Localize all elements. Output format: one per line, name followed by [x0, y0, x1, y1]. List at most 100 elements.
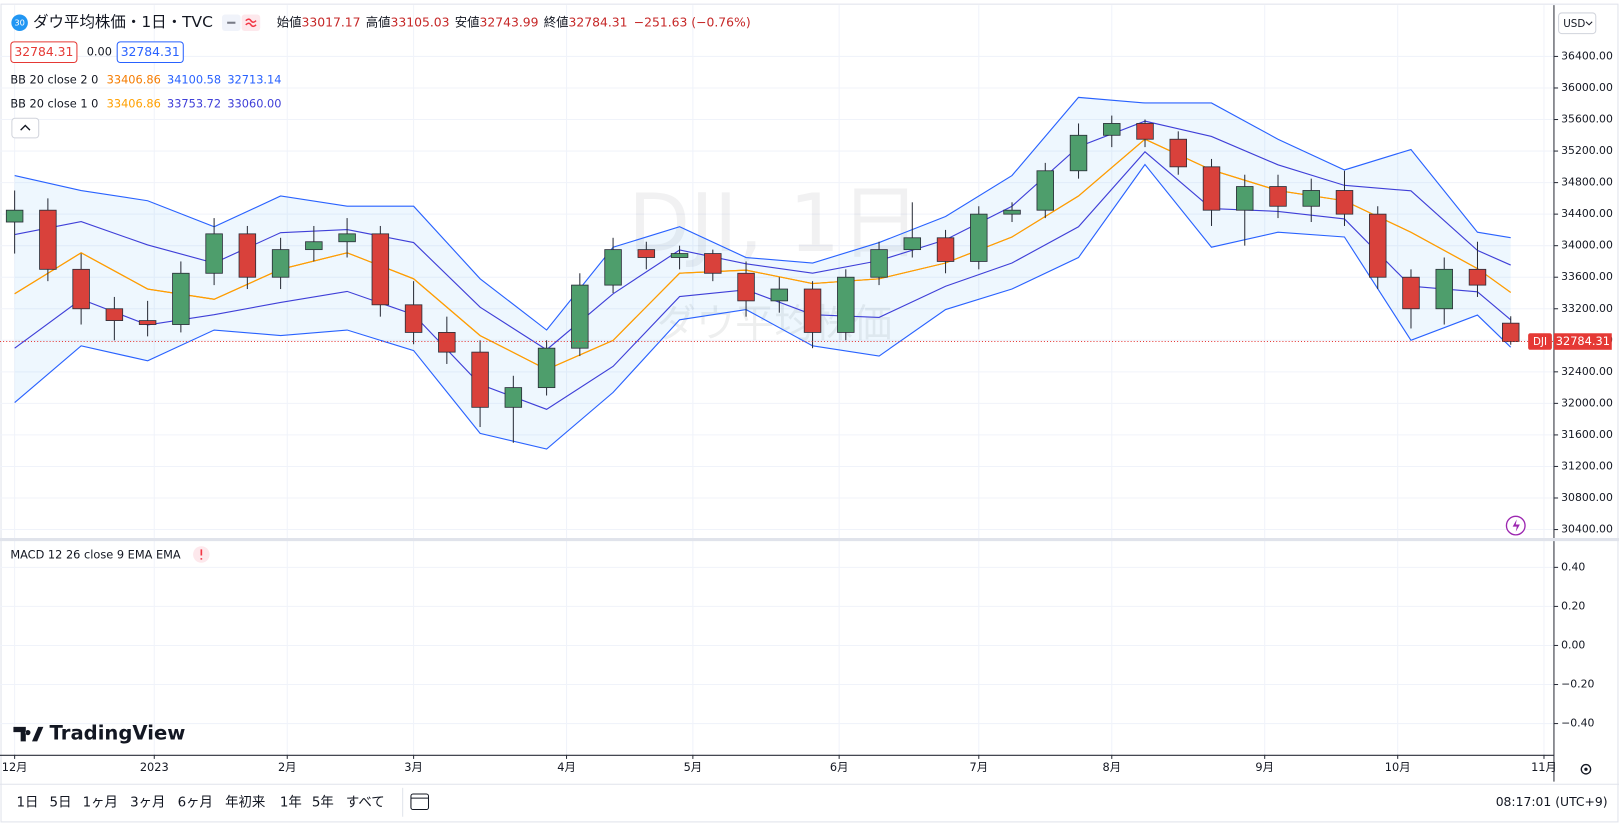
candle-body — [438, 332, 456, 353]
y-tick-label: 32400.00 — [1561, 365, 1613, 378]
buy-price-box[interactable] — [116, 41, 184, 64]
date-range-button[interactable] — [410, 793, 430, 811]
bb1-basis-value: 33406.86 — [107, 96, 161, 110]
open-value: 33017.17 — [301, 14, 360, 29]
collapse-button[interactable] — [11, 117, 40, 139]
compare-button[interactable] — [241, 14, 261, 31]
open-label: 始値 — [277, 14, 302, 29]
toolbar: 1日 5日 1ヶ月 3ヶ月 6ヶ月 年初来 1年 5年 すべて — [17, 794, 385, 810]
candle-body — [670, 253, 689, 258]
last-price-box — [1553, 333, 1612, 350]
y-tick-label: 30400.00 — [1561, 523, 1613, 536]
bb1-name[interactable]: BB 20 close 1 0 — [10, 96, 98, 110]
bb2-name[interactable]: BB 20 close 2 0 — [10, 73, 98, 87]
x-tick-label: 12月 — [2, 760, 28, 774]
sell-price[interactable]: 32784.31 — [14, 44, 73, 59]
range-button[interactable]: すべて — [346, 794, 385, 810]
x-tick-label: 5月 — [684, 760, 703, 774]
candle-body — [1335, 190, 1354, 215]
high-label: 高値 — [366, 14, 391, 29]
candle-body — [471, 351, 489, 408]
candle-body — [1202, 166, 1221, 211]
logo-text: TradingView — [50, 722, 186, 745]
grid — [0, 5, 1554, 755]
candle-body — [1003, 209, 1021, 215]
range-button[interactable]: 年初来 — [225, 794, 265, 810]
y-tick-label: 0.00 — [1561, 638, 1585, 651]
x-tick-label: 3月 — [404, 760, 423, 774]
y-tick-label: 36400.00 — [1561, 49, 1613, 62]
y-tick-label: 31600.00 — [1561, 428, 1613, 441]
x-tick-label: 2023 — [140, 760, 169, 774]
range-button[interactable]: 1日 — [17, 795, 39, 810]
settings-icon — [1584, 767, 1588, 771]
last-price-label: 32784.31 — [1556, 334, 1610, 348]
x-tick-label: 11月 — [1531, 760, 1557, 774]
candle-body — [1269, 186, 1287, 207]
candle-body — [1169, 138, 1187, 168]
y-tick-label: 33600.00 — [1561, 270, 1613, 283]
candle-body — [737, 272, 755, 302]
candle-body — [138, 320, 157, 325]
y-tick-label: 0.20 — [1561, 599, 1585, 612]
bb2-lower-value: 32713.14 — [227, 73, 281, 87]
bb2-basis-value: 33406.86 — [107, 73, 161, 87]
candle-body — [39, 209, 57, 270]
ticker-label: DJI — [1533, 336, 1547, 348]
collapse-icon — [20, 124, 31, 131]
bb2-upper-value: 34100.58 — [167, 73, 221, 87]
y-tick-label: −0.20 — [1561, 678, 1594, 691]
candle-body — [1236, 186, 1254, 211]
candle-body — [837, 276, 855, 333]
candle-body — [903, 237, 922, 251]
frame — [0, 3, 1619, 823]
candle-body — [537, 347, 556, 389]
candle-body — [72, 268, 90, 310]
range-button[interactable]: 1ヶ月 — [83, 795, 118, 810]
candle-body — [504, 387, 523, 408]
low-label: 安値 — [455, 14, 480, 29]
high-value: 33105.03 — [390, 14, 449, 29]
bb1-lower-value: 33060.00 — [227, 96, 281, 110]
candle-body — [936, 237, 955, 262]
candle-body — [371, 233, 390, 306]
clock[interactable]: 08:17:01 (UTC+9) — [1496, 794, 1608, 809]
x-tick-label: 10月 — [1385, 760, 1411, 774]
candle-body — [404, 304, 423, 333]
x-tick-label: 8月 — [1102, 760, 1121, 774]
candle-body — [1502, 322, 1520, 342]
y-tick-label: −0.40 — [1561, 717, 1594, 730]
buy-price[interactable]: 32784.31 — [121, 44, 180, 59]
candle-body — [338, 233, 356, 243]
candle-body — [870, 249, 888, 278]
ticker-box — [1528, 333, 1552, 350]
close-label: 終値 — [544, 14, 569, 29]
candle-body — [305, 241, 323, 251]
symbol-title[interactable]: ダウ平均株価・1日・TVC — [33, 13, 213, 31]
settings-button[interactable] — [1580, 763, 1592, 775]
range-button[interactable]: 6ヶ月 — [178, 795, 213, 810]
candle-body — [803, 288, 822, 333]
band-upper-line — [14, 96, 1511, 331]
ohlc-legend: 始値33017.17 高値33105.03 安値32743.99 終値32784.31… — [277, 14, 751, 29]
low-value: 32743.99 — [479, 14, 538, 29]
y-tick-label: 35600.00 — [1561, 113, 1613, 126]
candle-body — [637, 249, 656, 258]
range-button[interactable]: 5年 — [312, 794, 334, 810]
candle-body — [1103, 123, 1121, 136]
range-button[interactable]: 1年 — [280, 794, 302, 810]
range-button[interactable]: 3ヶ月 — [130, 795, 165, 810]
range-button[interactable]: 5日 — [50, 795, 72, 810]
currency[interactable]: USD — [1563, 18, 1585, 30]
candle-body — [1302, 190, 1320, 207]
candle-body — [1136, 123, 1154, 140]
compare-icon — [245, 18, 257, 28]
candle-body — [172, 272, 190, 325]
macd-title[interactable]: MACD 12 26 close 9 EMA EMA — [10, 548, 181, 562]
candle-body — [704, 253, 722, 274]
sell-price-box[interactable] — [10, 41, 78, 64]
currency-select[interactable] — [1558, 12, 1597, 35]
candle-body — [1369, 213, 1387, 278]
